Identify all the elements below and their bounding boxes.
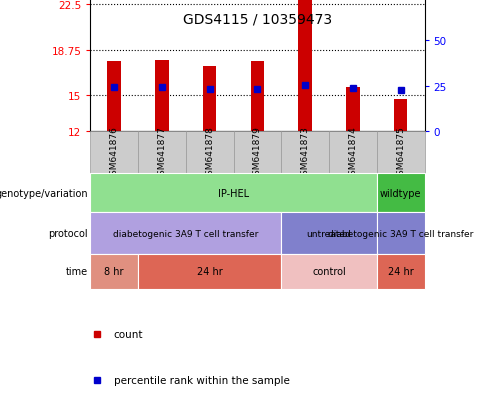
Bar: [90, 213, 281, 254]
Bar: [90, 173, 377, 213]
Text: 24 hr: 24 hr: [197, 267, 223, 277]
Text: GSM641879: GSM641879: [253, 126, 262, 180]
Text: genotype/variation: genotype/variation: [0, 188, 88, 198]
Bar: [346, 87, 360, 132]
Text: IP-HEL: IP-HEL: [218, 188, 249, 198]
Text: untreated: untreated: [306, 229, 351, 238]
Text: GSM641876: GSM641876: [110, 126, 119, 180]
Text: percentile rank within the sample: percentile rank within the sample: [114, 375, 289, 385]
Bar: [107, 62, 121, 132]
Bar: [377, 132, 425, 173]
Text: control: control: [312, 267, 346, 277]
Bar: [329, 132, 377, 173]
Bar: [377, 254, 425, 289]
Bar: [394, 100, 407, 132]
Text: GSM641878: GSM641878: [205, 126, 214, 180]
Bar: [155, 61, 168, 132]
Text: 24 hr: 24 hr: [388, 267, 413, 277]
Bar: [138, 132, 186, 173]
Bar: [377, 173, 425, 213]
Bar: [203, 67, 216, 132]
Bar: [281, 132, 329, 173]
Text: 8 hr: 8 hr: [104, 267, 124, 277]
Text: wildtype: wildtype: [380, 188, 422, 198]
Text: diabetogenic 3A9 T cell transfer: diabetogenic 3A9 T cell transfer: [113, 229, 259, 238]
Text: time: time: [66, 267, 88, 277]
Bar: [90, 132, 138, 173]
Bar: [251, 62, 264, 132]
Text: count: count: [114, 329, 143, 339]
Bar: [377, 213, 425, 254]
Bar: [138, 254, 281, 289]
Text: GSM641873: GSM641873: [301, 126, 310, 180]
Bar: [90, 254, 138, 289]
Text: GSM641875: GSM641875: [396, 126, 405, 180]
Text: GDS4115 / 10359473: GDS4115 / 10359473: [183, 12, 332, 26]
Bar: [186, 132, 234, 173]
Text: GSM641877: GSM641877: [158, 126, 166, 180]
Text: GSM641874: GSM641874: [348, 126, 357, 180]
Bar: [281, 254, 377, 289]
Text: protocol: protocol: [48, 229, 88, 239]
Bar: [234, 132, 281, 173]
Bar: [299, 0, 312, 132]
Bar: [281, 213, 377, 254]
Text: diabetogenic 3A9 T cell transfer: diabetogenic 3A9 T cell transfer: [328, 229, 473, 238]
